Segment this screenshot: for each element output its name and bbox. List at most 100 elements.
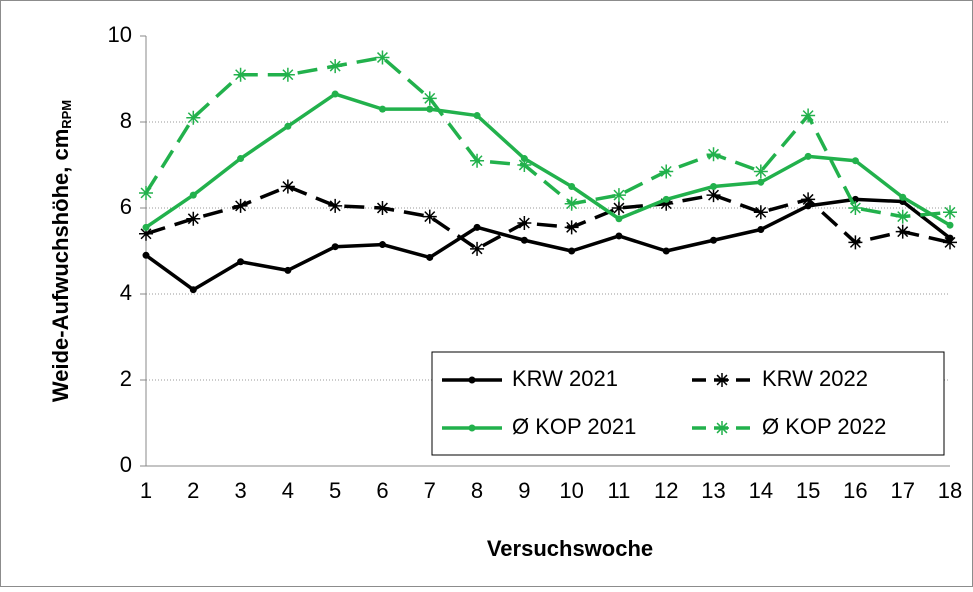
data-point: [375, 50, 390, 65]
data-point: [378, 105, 386, 113]
x-tick-label: 8: [471, 478, 483, 503]
data-point: [659, 196, 674, 211]
x-tick-label: 15: [796, 478, 820, 503]
y-tick-label: 0: [120, 452, 132, 477]
data-point: [757, 178, 765, 186]
data-point: [895, 209, 910, 224]
data-point: [706, 147, 721, 162]
data-point: [801, 192, 816, 207]
legend-label: KRW 2021: [512, 366, 618, 391]
data-point: [186, 110, 201, 125]
x-tick-label: 13: [701, 478, 725, 503]
y-tick-label: 10: [108, 22, 132, 47]
x-tick-label: 4: [282, 478, 294, 503]
data-point: [470, 153, 485, 168]
x-tick-label: 12: [654, 478, 678, 503]
x-tick-label: 16: [843, 478, 867, 503]
data-point: [233, 198, 248, 213]
data-point: [186, 211, 201, 226]
data-point: [753, 205, 768, 220]
data-point: [142, 251, 150, 259]
series-line: [144, 55, 951, 219]
series-line: [145, 92, 951, 229]
legend-marker: [468, 376, 476, 384]
data-point: [946, 221, 954, 229]
data-point: [470, 241, 485, 256]
data-point: [280, 67, 295, 82]
data-point: [426, 253, 434, 261]
data-point: [517, 158, 532, 172]
x-axis-label: Versuchswoche: [487, 536, 653, 561]
data-point: [284, 122, 292, 130]
data-point: [426, 105, 434, 113]
data-point: [851, 157, 859, 165]
data-point: [328, 59, 343, 74]
x-tick-label: 14: [749, 478, 773, 503]
x-tick-label: 10: [559, 478, 583, 503]
y-axis-label: Weide-Aufwuchshöhe, cmRPM: [48, 100, 75, 402]
data-point: [473, 223, 481, 231]
data-point: [710, 236, 718, 244]
data-point: [331, 243, 339, 251]
x-tick-label: 11: [608, 478, 631, 503]
x-tick-label: 1: [140, 478, 152, 503]
data-point: [895, 224, 910, 239]
data-point: [284, 266, 292, 274]
data-point: [237, 155, 245, 163]
data-point: [659, 164, 674, 179]
data-point: [804, 152, 812, 160]
x-tick-label: 18: [938, 478, 962, 503]
data-point: [662, 247, 670, 255]
legend-label: Ø KOP 2022: [762, 414, 886, 439]
series-line: [145, 184, 951, 251]
y-tick-label: 6: [120, 194, 132, 219]
data-point: [280, 179, 295, 194]
x-tick-label: 7: [424, 478, 436, 503]
data-point: [520, 236, 528, 244]
data-point: [139, 226, 153, 241]
data-point: [422, 91, 437, 106]
data-point: [473, 112, 481, 120]
data-point: [943, 205, 957, 220]
data-point: [615, 232, 623, 240]
x-tick-label: 3: [234, 478, 246, 503]
legend-label: Ø KOP 2021: [512, 414, 636, 439]
data-point: [943, 235, 957, 250]
x-tick-label: 6: [376, 478, 388, 503]
x-tick-label: 9: [518, 478, 530, 503]
data-point: [611, 201, 626, 215]
data-point: [375, 201, 390, 215]
data-point: [710, 183, 718, 190]
data-point: [422, 209, 437, 224]
data-point: [899, 193, 907, 201]
data-point: [706, 188, 721, 203]
legend-marker: [715, 421, 729, 435]
y-tick-label: 8: [120, 108, 132, 133]
x-tick-label: 2: [187, 478, 199, 503]
data-point: [564, 220, 579, 235]
data-point: [848, 201, 863, 215]
y-tick-label: 2: [120, 366, 132, 391]
data-point: [517, 216, 532, 231]
x-tick-label: 5: [329, 478, 341, 503]
data-point: [189, 191, 197, 199]
data-point: [568, 183, 576, 190]
data-point: [611, 188, 626, 203]
data-point: [757, 226, 765, 233]
data-point: [801, 108, 816, 123]
data-point: [564, 196, 579, 211]
legend-label: KRW 2022: [762, 366, 868, 391]
y-axis-label-sub: RPM: [59, 100, 74, 129]
data-point: [848, 235, 863, 250]
data-point: [615, 215, 623, 223]
data-point: [142, 223, 150, 231]
legend-marker: [468, 424, 476, 432]
legend-box: [431, 351, 945, 456]
data-point: [328, 198, 343, 213]
data-point: [662, 195, 670, 203]
data-point: [189, 286, 197, 294]
data-point: [753, 164, 768, 179]
data-point: [139, 185, 153, 200]
